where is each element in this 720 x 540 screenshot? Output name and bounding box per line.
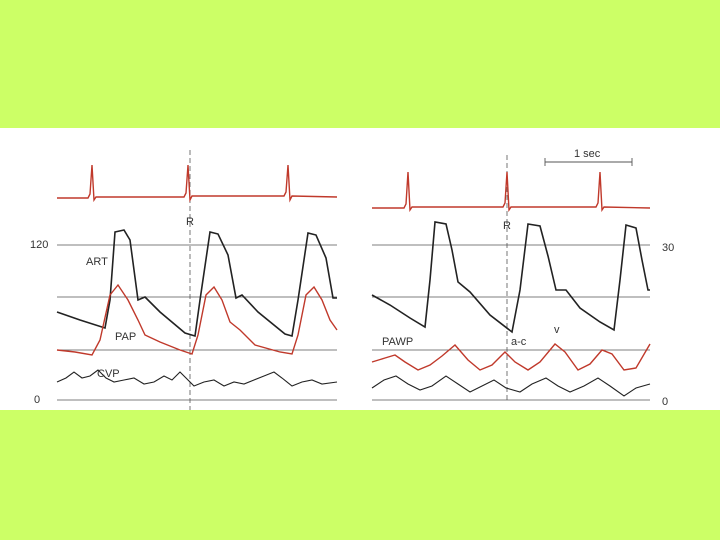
y-axis-label: 120: [30, 239, 48, 251]
trace-label: CVP: [97, 368, 120, 380]
right-panel: 30 0 R 1 sec PAWP a-c v: [371, 148, 674, 408]
scale-bar: [544, 158, 633, 166]
r-marker-label: R: [503, 220, 511, 232]
trace-label: PAWP: [382, 336, 413, 348]
art-trace: [56, 229, 337, 338]
trace-label: ART: [86, 256, 108, 268]
wave-label: v: [554, 324, 560, 336]
y-axis-label: 0: [662, 396, 668, 408]
wave-label: a-c: [511, 336, 527, 348]
y-axis-label: 0: [34, 394, 40, 406]
r-marker-label: R: [186, 216, 194, 228]
pap-trace: [56, 283, 338, 356]
cvp-trace: [56, 369, 338, 387]
ecg-trace: [372, 171, 651, 213]
trace-label: PAP: [115, 331, 136, 343]
ecg-trace: [57, 164, 338, 203]
left-panel: 120 0 R ART PAP CVP: [30, 150, 338, 410]
scale-bar-label: 1 sec: [574, 148, 601, 160]
y-axis-label: 30: [662, 242, 674, 254]
pawp-red-trace: [371, 343, 651, 371]
pawp-trace: [371, 221, 650, 334]
lower-trace: [371, 375, 651, 397]
